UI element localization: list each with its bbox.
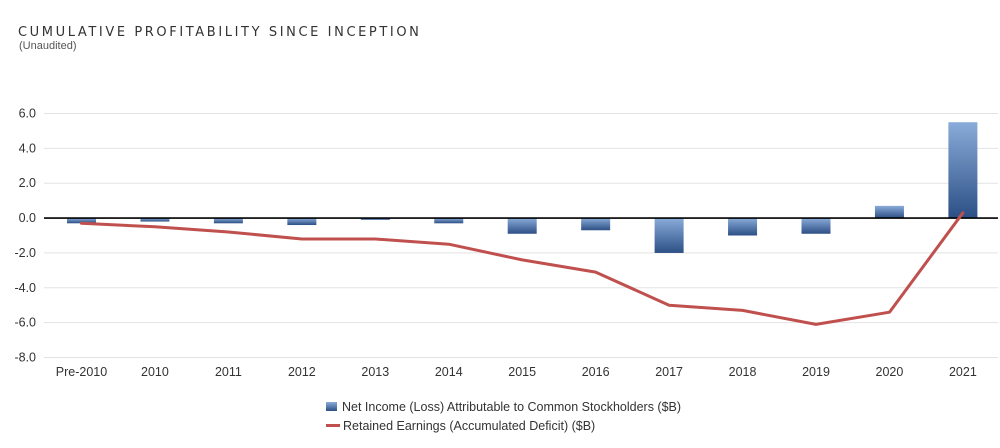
- chart-title: CUMULATIVE PROFITABILITY SINCE INCEPTION: [18, 25, 422, 40]
- x-axis-ticks: Pre-2010 2010 2011 2012 2013 2014 2015 2016 2017…: [56, 365, 977, 379]
- x-tick-label: 2012: [288, 365, 316, 379]
- x-tick-label: 2018: [729, 365, 757, 379]
- x-tick-label: 2019: [802, 365, 830, 379]
- bar: [140, 218, 170, 222]
- bar: [67, 218, 96, 224]
- legend-item-retained-earnings: Retained Earnings (Accumulated Deficit) …: [326, 416, 681, 435]
- y-tick-label: 6.0: [19, 107, 36, 121]
- legend-swatch-bar: [326, 402, 337, 411]
- x-tick-label: 2014: [435, 365, 463, 379]
- y-tick-label: -8.0: [14, 351, 36, 365]
- x-tick-label: 2016: [582, 365, 610, 379]
- bar: [654, 218, 684, 253]
- x-tick-label: 2015: [508, 365, 536, 379]
- x-tick-label: 2010: [141, 365, 169, 379]
- gridlines: [44, 113, 998, 358]
- legend-swatch-line: [326, 424, 340, 427]
- x-tick-label: 2021: [949, 365, 977, 379]
- bar: [801, 218, 831, 234]
- bar: [434, 218, 464, 224]
- legend: Net Income (Loss) Attributable to Common…: [326, 397, 681, 435]
- y-tick-label: -2.0: [14, 246, 36, 260]
- bar-series: [67, 122, 978, 253]
- legend-label-retained-earnings: Retained Earnings (Accumulated Deficit) …: [343, 418, 596, 433]
- bar: [948, 122, 978, 219]
- legend-item-net-income: Net Income (Loss) Attributable to Common…: [326, 397, 681, 416]
- bar: [507, 218, 537, 234]
- y-tick-label: -4.0: [14, 281, 36, 295]
- y-tick-label: 0.0: [19, 211, 36, 225]
- legend-label-net-income: Net Income (Loss) Attributable to Common…: [342, 399, 682, 414]
- x-tick-label: 2020: [876, 365, 904, 379]
- bar: [360, 218, 390, 220]
- bar: [581, 218, 611, 231]
- y-axis-ticks: 6.0 4.0 2.0 0.0 -2.0 -4.0 -6.0 -8.0: [14, 107, 36, 365]
- y-tick-label: -6.0: [14, 316, 36, 330]
- bar: [874, 205, 904, 219]
- x-tick-label: 2013: [361, 365, 389, 379]
- x-tick-label: 2017: [655, 365, 683, 379]
- bar: [287, 218, 317, 226]
- x-tick-label: Pre-2010: [56, 365, 107, 379]
- bar: [213, 218, 243, 224]
- x-tick-label: 2011: [215, 365, 242, 379]
- y-tick-label: 2.0: [19, 176, 36, 190]
- y-tick-label: 4.0: [19, 141, 36, 155]
- bar: [728, 218, 758, 236]
- line-series: [80, 211, 965, 326]
- chart-subtitle: (Unaudited): [19, 40, 77, 52]
